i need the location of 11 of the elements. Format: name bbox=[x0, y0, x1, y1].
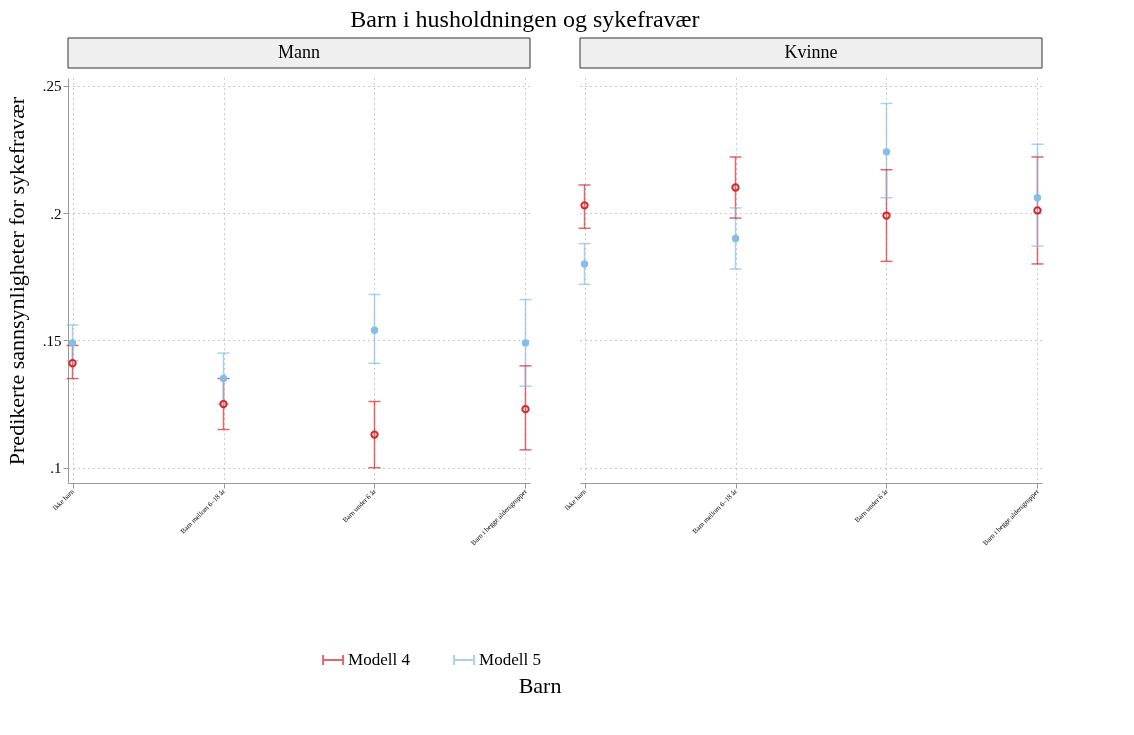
y-axis-title: Predikerte sannsynligheter for sykefravær bbox=[3, 96, 29, 466]
legend-label: Modell 5 bbox=[479, 650, 541, 669]
legend-label: Modell 4 bbox=[348, 650, 411, 669]
x-axis-title: Barn bbox=[518, 673, 562, 698]
y-tick-label: .25 bbox=[42, 78, 62, 95]
chart-title: Barn i husholdningen og sykefravær bbox=[350, 6, 700, 32]
chart-subtitle: Kvinne bbox=[784, 42, 838, 62]
y-tick-label: .15 bbox=[42, 332, 62, 349]
y-tick-label: .1 bbox=[50, 460, 62, 477]
chart-subtitle: Mann bbox=[278, 42, 320, 62]
y-tick-label: .2 bbox=[50, 205, 62, 222]
